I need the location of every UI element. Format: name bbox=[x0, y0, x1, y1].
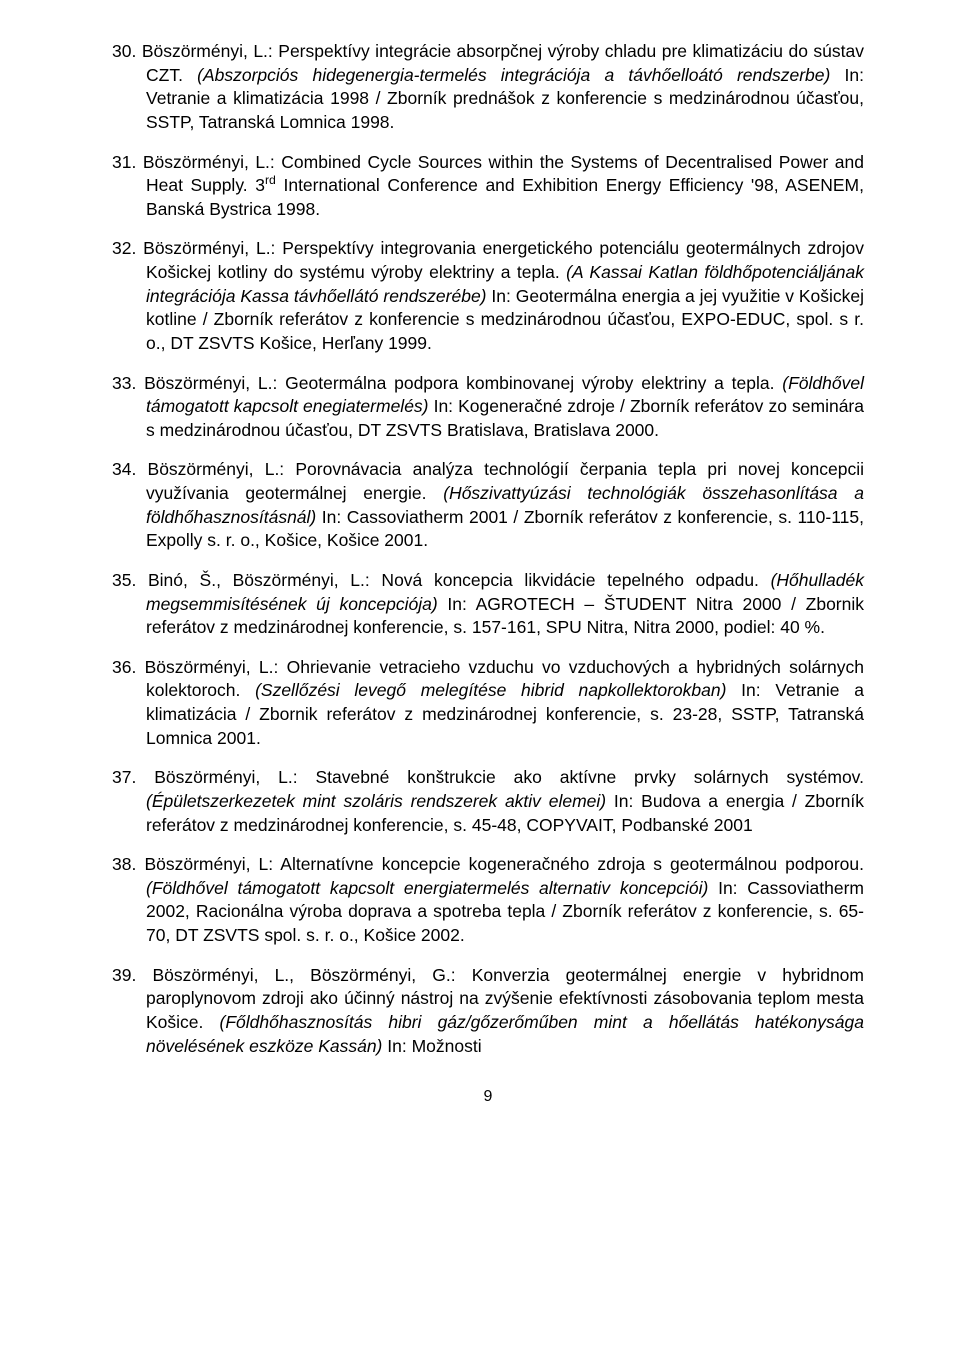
reference-item: 31. Böszörményi, L.: Combined Cycle Sour… bbox=[112, 151, 864, 222]
reference-number: 39. bbox=[112, 965, 152, 985]
reference-item: 39. Böszörményi, L., Böszörményi, G.: Ko… bbox=[112, 964, 864, 1059]
reference-list: 30. Böszörményi, L.: Perspektívy integrá… bbox=[112, 40, 864, 1058]
reference-number: 38. bbox=[112, 854, 144, 874]
reference-number: 33. bbox=[112, 373, 144, 393]
reference-text: (Épületszerkezetek mint szoláris rendsze… bbox=[146, 791, 614, 811]
reference-text: (Szellőzési levegő melegítése hibrid nap… bbox=[255, 680, 741, 700]
reference-number: 36. bbox=[112, 657, 145, 677]
reference-item: 33. Böszörményi, L.: Geotermálna podpora… bbox=[112, 372, 864, 443]
reference-item: 36. Böszörményi, L.: Ohrievanie vetracie… bbox=[112, 656, 864, 751]
page-number: 9 bbox=[112, 1086, 864, 1108]
reference-text: rd bbox=[265, 173, 276, 187]
reference-item: 35. Binó, Š., Böszörményi, L.: Nová konc… bbox=[112, 569, 864, 640]
reference-number: 30. bbox=[112, 41, 142, 61]
reference-text: Böszörményi, L.: Geotermálna podpora kom… bbox=[144, 373, 782, 393]
reference-text: (Abszorpciós hidegenergia-termelés integ… bbox=[197, 65, 844, 85]
reference-item: 34. Böszörményi, L.: Porovnávacia analýz… bbox=[112, 458, 864, 553]
document-page: 30. Böszörményi, L.: Perspektívy integrá… bbox=[0, 0, 960, 1369]
reference-text: In: Možnosti bbox=[387, 1036, 481, 1056]
reference-text: Böszörményi, L: Alternatívne koncepcie k… bbox=[144, 854, 864, 874]
reference-text: (Főldhőhasznosítás hibri gáz/gőzerőműben… bbox=[146, 1012, 864, 1056]
reference-item: 32. Böszörményi, L.: Perspektívy integro… bbox=[112, 237, 864, 355]
reference-item: 37. Böszörményi, L.: Stavebné konštrukci… bbox=[112, 766, 864, 837]
reference-number: 34. bbox=[112, 459, 148, 479]
reference-number: 31. bbox=[112, 152, 143, 172]
reference-item: 38. Böszörményi, L: Alternatívne koncepc… bbox=[112, 853, 864, 948]
reference-number: 37. bbox=[112, 767, 154, 787]
reference-text: Binó, Š., Böszörményi, L.: Nová koncepci… bbox=[148, 570, 771, 590]
reference-number: 35. bbox=[112, 570, 148, 590]
reference-number: 32. bbox=[112, 238, 143, 258]
reference-item: 30. Böszörményi, L.: Perspektívy integrá… bbox=[112, 40, 864, 135]
reference-text: Böszörményi, L.: Stavebné konštrukcie ak… bbox=[154, 767, 864, 787]
reference-text: (Földhővel támogatott kapcsolt energiate… bbox=[146, 878, 718, 898]
